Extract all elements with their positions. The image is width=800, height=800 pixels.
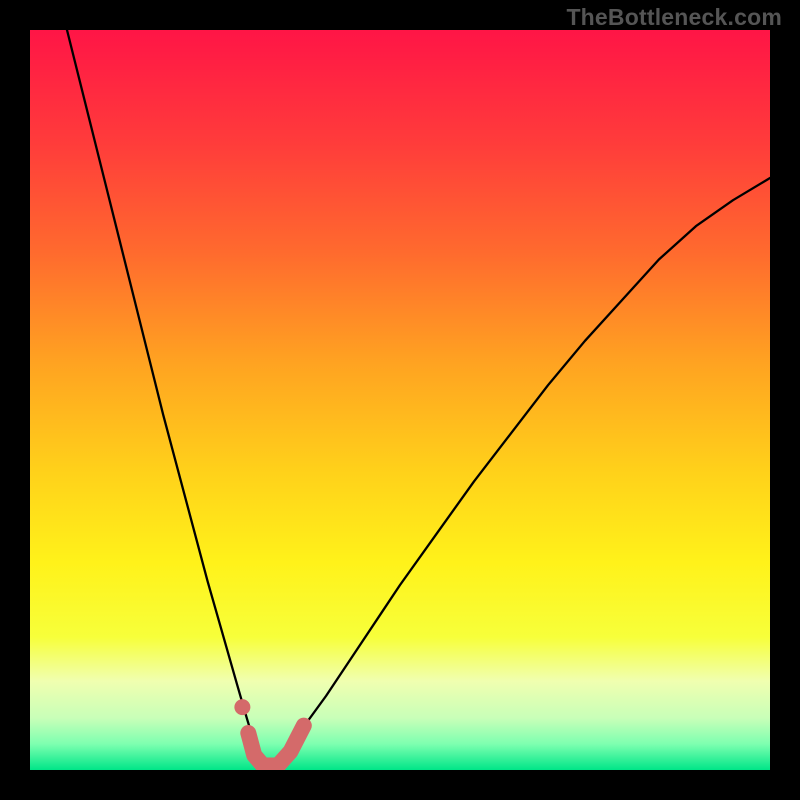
plot-area bbox=[30, 30, 770, 770]
valley-dot bbox=[234, 699, 250, 715]
gradient-chart bbox=[30, 30, 770, 770]
chart-background bbox=[30, 30, 770, 770]
watermark-text: TheBottleneck.com bbox=[566, 4, 782, 31]
figure-outer: TheBottleneck.com bbox=[0, 0, 800, 800]
